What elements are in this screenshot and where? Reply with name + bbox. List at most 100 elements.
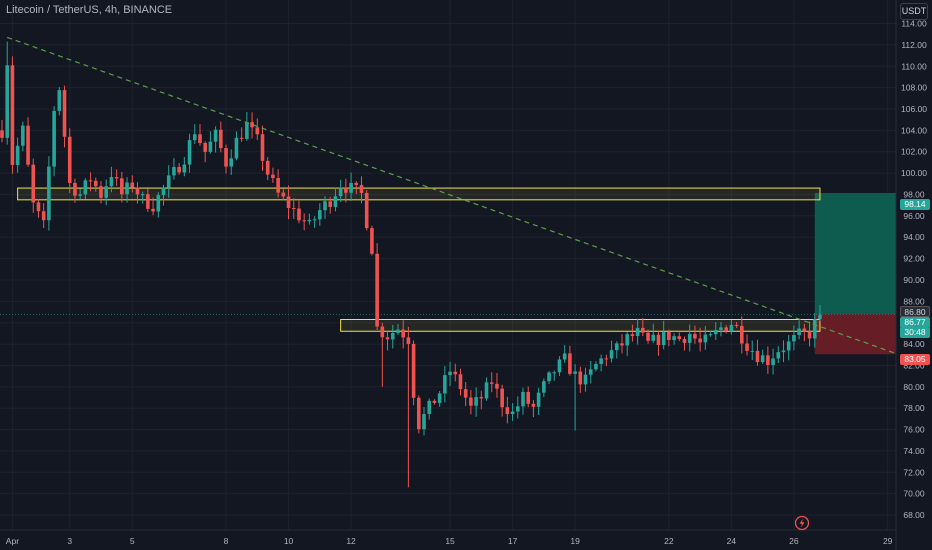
time-axis: Apr 3 5 8 10 12 15 17 19 22 24 26 29 — [0, 529, 896, 546]
candle-body — [713, 329, 718, 335]
candle-body — [151, 208, 155, 212]
candle-body — [146, 194, 150, 209]
candle-body — [620, 343, 624, 346]
bar-countdown-label: 30:48 — [900, 327, 930, 338]
currency-button[interactable]: USDT — [900, 3, 928, 20]
candle-body — [213, 129, 218, 142]
candle-body — [245, 122, 249, 139]
candle-body — [708, 334, 713, 336]
x-tick-label: 19 — [570, 536, 580, 546]
candle-body — [469, 397, 473, 406]
y-tick-label: 110.00 — [901, 61, 927, 71]
candle-body — [740, 325, 744, 344]
y-tick-label: 106.00 — [901, 104, 927, 114]
candle-body — [396, 329, 400, 333]
y-tick-label: 74.00 — [903, 446, 925, 456]
candle-body — [328, 201, 333, 207]
y-tick-label: 92.00 — [903, 254, 925, 264]
candle-body — [333, 196, 338, 207]
lightning-circle-icon[interactable] — [794, 515, 810, 531]
candle-body — [114, 177, 119, 179]
candle-body — [812, 319, 817, 339]
candle-body — [547, 372, 551, 382]
candle-body — [734, 324, 739, 326]
candle-body — [156, 195, 161, 212]
candle-body — [15, 145, 20, 165]
x-tick-label: 24 — [727, 536, 737, 546]
x-tick-label: 26 — [789, 536, 799, 546]
symbol-title[interactable]: Litecoin / TetherUS, 4h, BINANCE — [6, 4, 173, 16]
candle-body — [594, 363, 598, 370]
candle-body — [479, 397, 484, 399]
candle-body — [489, 382, 494, 384]
y-tick-label: 90.00 — [903, 275, 925, 285]
candle-body — [453, 371, 458, 375]
candle-body — [760, 355, 765, 363]
candle-body — [224, 148, 228, 167]
candle-body — [88, 180, 93, 182]
candle-body — [677, 336, 682, 340]
candle-body — [182, 164, 187, 173]
candle-body — [417, 397, 421, 430]
chart-grid — [0, 0, 896, 530]
candle-body — [427, 400, 432, 415]
candle-body — [766, 355, 770, 365]
y-tick-label: 84.00 — [903, 339, 925, 349]
chart-annotations — [0, 187, 914, 355]
candle-body — [443, 375, 447, 394]
target-price-label: 98.14 — [900, 199, 930, 210]
candle-body — [338, 187, 343, 197]
candle-body — [505, 407, 510, 415]
candle-body — [578, 371, 583, 385]
candle-body — [104, 186, 108, 198]
y-tick-label: 112.00 — [901, 40, 927, 50]
x-tick-label: 12 — [346, 536, 356, 546]
candle-body — [786, 341, 791, 351]
candle-body — [698, 338, 702, 343]
candle-body — [667, 331, 671, 341]
candle-body — [745, 343, 749, 351]
candle-body — [792, 335, 796, 342]
candle-body — [99, 186, 103, 198]
candle-body — [0, 130, 4, 138]
x-tick-label: 22 — [664, 536, 674, 546]
candle-body — [807, 331, 812, 339]
candle-body — [10, 65, 15, 165]
candle-body — [260, 134, 265, 161]
candle-body — [703, 334, 708, 343]
y-tick-label: 70.00 — [903, 489, 925, 499]
candle-body — [291, 207, 296, 209]
x-tick-label: 5 — [130, 536, 135, 546]
candle-body — [432, 400, 437, 403]
candle-body — [5, 65, 10, 138]
candle-body — [187, 140, 192, 165]
candle-body — [552, 372, 557, 374]
candle-body — [526, 391, 531, 404]
candle-body — [390, 332, 395, 340]
x-tick-label: 15 — [445, 536, 455, 546]
x-tick-label: 8 — [224, 536, 229, 546]
candle-body — [437, 393, 442, 403]
candle-body — [515, 406, 520, 412]
candle-body — [463, 389, 468, 398]
candle-body — [135, 187, 140, 195]
candle-body — [166, 175, 171, 188]
candle-body — [172, 167, 176, 176]
candle-body — [724, 327, 728, 332]
y-tick-label: 104.00 — [901, 125, 927, 135]
candle-body — [52, 110, 56, 167]
candle-body — [41, 211, 46, 221]
x-tick-label: Apr — [6, 536, 19, 546]
support-resistance-zone — [340, 318, 821, 332]
candlestick-series — [0, 41, 822, 488]
candle-body — [682, 339, 687, 343]
candle-body — [161, 187, 166, 196]
y-tick-label: 100.00 — [901, 168, 927, 178]
candle-body — [755, 350, 760, 363]
candle-body — [281, 192, 286, 197]
x-tick-label: 29 — [883, 536, 893, 546]
candle-body — [109, 177, 114, 187]
candle-body — [47, 166, 51, 221]
candle-body — [78, 194, 82, 196]
